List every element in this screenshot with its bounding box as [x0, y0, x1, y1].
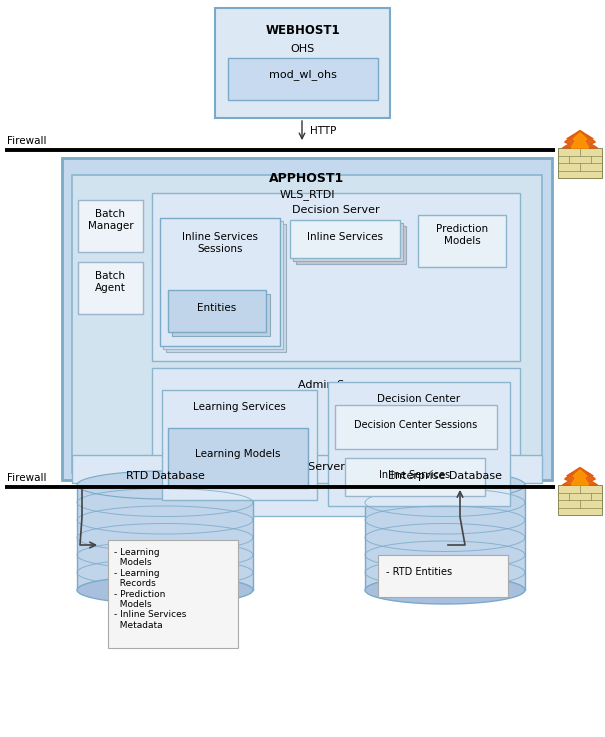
FancyBboxPatch shape: [296, 226, 406, 264]
FancyBboxPatch shape: [558, 148, 602, 178]
FancyBboxPatch shape: [328, 382, 510, 506]
Text: RTD Database: RTD Database: [126, 471, 204, 481]
Text: Learning Services: Learning Services: [193, 402, 286, 412]
FancyBboxPatch shape: [62, 158, 552, 480]
FancyBboxPatch shape: [72, 175, 542, 473]
Polygon shape: [365, 576, 525, 604]
FancyBboxPatch shape: [168, 290, 266, 332]
Polygon shape: [563, 467, 598, 485]
Text: Inline Services: Inline Services: [307, 232, 383, 242]
Text: Decision Center: Decision Center: [378, 394, 460, 404]
Polygon shape: [563, 130, 598, 148]
Text: Admin Server: Admin Server: [269, 462, 345, 472]
FancyBboxPatch shape: [72, 455, 542, 483]
Text: Admin Server: Admin Server: [298, 380, 374, 390]
Text: - RTD Entities: - RTD Entities: [386, 567, 452, 577]
FancyBboxPatch shape: [558, 485, 602, 515]
Text: APPHOST1: APPHOST1: [269, 172, 345, 185]
Text: Batch
Agent: Batch Agent: [95, 271, 126, 293]
FancyBboxPatch shape: [378, 555, 508, 597]
Polygon shape: [571, 133, 589, 148]
Polygon shape: [365, 471, 525, 499]
Text: - Learning
  Models
- Learning
  Records
- Prediction
  Models
- Inline Services: - Learning Models - Learning Records - P…: [114, 548, 186, 630]
Text: Firewall: Firewall: [7, 473, 47, 483]
Text: Inline Services
Sessions: Inline Services Sessions: [182, 232, 258, 254]
Text: Firewall: Firewall: [7, 136, 47, 146]
FancyBboxPatch shape: [215, 8, 390, 118]
Text: WEBHOST1: WEBHOST1: [265, 24, 340, 37]
Polygon shape: [571, 470, 589, 485]
Text: mod_wl_ohs: mod_wl_ohs: [269, 69, 337, 80]
FancyBboxPatch shape: [168, 428, 308, 488]
FancyBboxPatch shape: [160, 218, 280, 346]
FancyBboxPatch shape: [78, 262, 143, 314]
FancyBboxPatch shape: [228, 58, 378, 100]
Text: Inline Services: Inline Services: [379, 470, 451, 480]
Text: WLS_RTDI: WLS_RTDI: [280, 189, 335, 200]
FancyBboxPatch shape: [163, 221, 283, 349]
Polygon shape: [77, 576, 253, 604]
Text: Decision Server: Decision Server: [292, 205, 380, 215]
FancyBboxPatch shape: [418, 215, 506, 267]
FancyBboxPatch shape: [345, 458, 485, 496]
Polygon shape: [77, 485, 253, 590]
FancyBboxPatch shape: [152, 193, 520, 361]
Text: HTTP: HTTP: [310, 125, 336, 136]
Text: Learning Models: Learning Models: [195, 449, 281, 459]
Text: Prediction
Models: Prediction Models: [436, 224, 488, 246]
Text: Batch
Manager: Batch Manager: [88, 209, 133, 231]
FancyBboxPatch shape: [152, 368, 520, 516]
FancyBboxPatch shape: [78, 200, 143, 252]
Text: Decision Center Sessions: Decision Center Sessions: [355, 420, 477, 430]
Text: OHS: OHS: [290, 44, 315, 54]
Text: Entities: Entities: [197, 303, 237, 313]
FancyBboxPatch shape: [335, 405, 497, 449]
FancyBboxPatch shape: [108, 540, 238, 648]
Polygon shape: [77, 471, 253, 499]
FancyBboxPatch shape: [172, 294, 270, 336]
Polygon shape: [365, 485, 525, 590]
FancyBboxPatch shape: [166, 224, 286, 352]
FancyBboxPatch shape: [162, 390, 317, 500]
FancyBboxPatch shape: [290, 220, 400, 258]
Text: Enterprise Database: Enterprise Database: [388, 471, 502, 481]
FancyBboxPatch shape: [293, 223, 403, 261]
